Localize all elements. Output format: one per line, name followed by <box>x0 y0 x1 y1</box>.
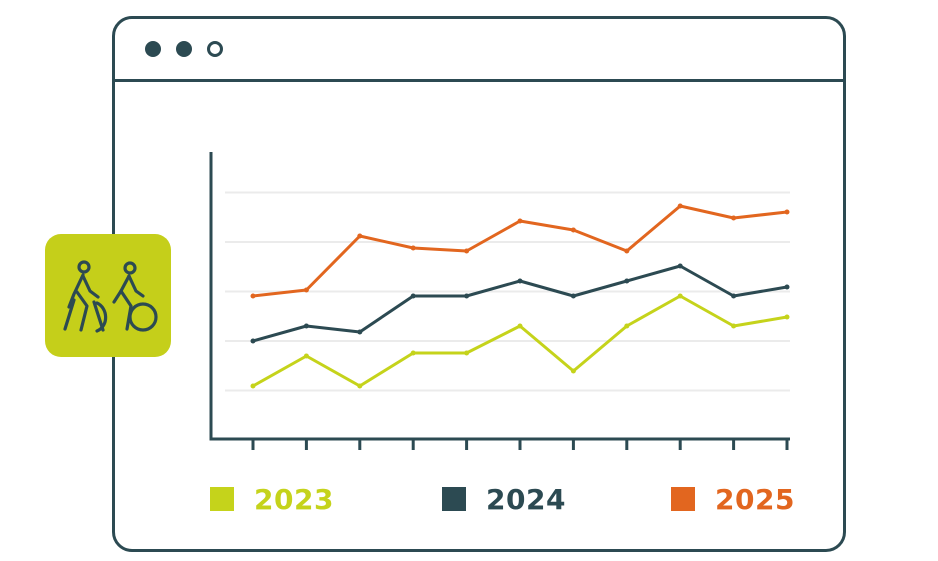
legend-swatch-2024 <box>442 487 466 511</box>
rider-1-head <box>77 260 91 274</box>
rider-1-arm <box>81 274 100 299</box>
x-axis-ticks <box>251 439 789 450</box>
series-line-2024 <box>251 264 789 343</box>
series-point-2025-11 <box>784 209 790 215</box>
series-point-2025-1 <box>250 293 256 299</box>
close-dot-icon[interactable] <box>145 41 161 57</box>
series-point-2025-9 <box>677 203 683 209</box>
series-point-2024-3 <box>357 329 363 335</box>
series-point-2023-7 <box>570 368 576 374</box>
series-point-2024-5 <box>464 293 470 299</box>
series-point-2023-1 <box>250 383 256 389</box>
series-point-2024-7 <box>570 293 576 299</box>
rider-1-leg <box>75 290 89 332</box>
series-point-2025-7 <box>570 227 576 233</box>
series-point-2024-4 <box>410 293 416 299</box>
series-point-2023-8 <box>624 323 630 329</box>
rider-2-arm <box>127 274 145 298</box>
series-point-2024-9 <box>677 263 683 269</box>
cycling-badge <box>45 234 171 357</box>
series-point-2024-11 <box>784 284 790 290</box>
series-point-2025-2 <box>303 287 309 293</box>
series-point-2025-10 <box>731 215 737 221</box>
series-point-2025-5 <box>464 248 470 254</box>
bike-fork <box>92 300 105 332</box>
series-point-2025-3 <box>357 233 363 239</box>
rider-1-leg-2 <box>63 298 76 331</box>
series-point-2023-5 <box>464 350 470 356</box>
legend-swatch-2025 <box>671 487 695 511</box>
rear-wheel <box>128 302 158 332</box>
series-point-2023-3 <box>357 383 363 389</box>
series-point-2024-8 <box>624 278 630 284</box>
legend-swatch-2023 <box>210 487 234 511</box>
badge-background <box>45 234 171 357</box>
series-point-2023-2 <box>303 353 309 359</box>
tandem-bicycle-icon <box>45 234 171 357</box>
browser-window <box>112 16 846 552</box>
chart-gridlines <box>225 191 790 392</box>
series-point-2024-6 <box>517 278 523 284</box>
legend-label-2024: 2024 <box>486 482 566 516</box>
series-point-2023-9 <box>677 293 683 299</box>
legend-item-2025: 2025 <box>671 482 795 516</box>
series-point-2023-6 <box>517 323 523 329</box>
minimize-dot-icon[interactable] <box>176 41 192 57</box>
series-point-2025-8 <box>624 248 630 254</box>
series-point-2024-1 <box>250 338 256 344</box>
legend-label-2023: 2023 <box>254 482 334 516</box>
maximize-dot-icon[interactable] <box>207 41 223 57</box>
chart-series <box>250 203 790 389</box>
legend-item-2023: 2023 <box>210 482 334 516</box>
rider-2-head <box>123 261 137 275</box>
series-point-2024-10 <box>731 293 737 299</box>
series-point-2023-11 <box>784 314 790 320</box>
series-point-2025-6 <box>517 218 523 224</box>
window-titlebar <box>115 19 843 82</box>
rider-2-leg <box>119 289 133 331</box>
legend-label-2025: 2025 <box>715 482 795 516</box>
series-point-2023-10 <box>731 323 737 329</box>
series-point-2024-2 <box>303 323 309 329</box>
rider-1-body <box>67 273 85 309</box>
front-wheel-arc <box>95 301 108 333</box>
series-point-2023-4 <box>410 350 416 356</box>
series-point-2025-4 <box>410 245 416 251</box>
legend-item-2024: 2024 <box>442 482 566 516</box>
